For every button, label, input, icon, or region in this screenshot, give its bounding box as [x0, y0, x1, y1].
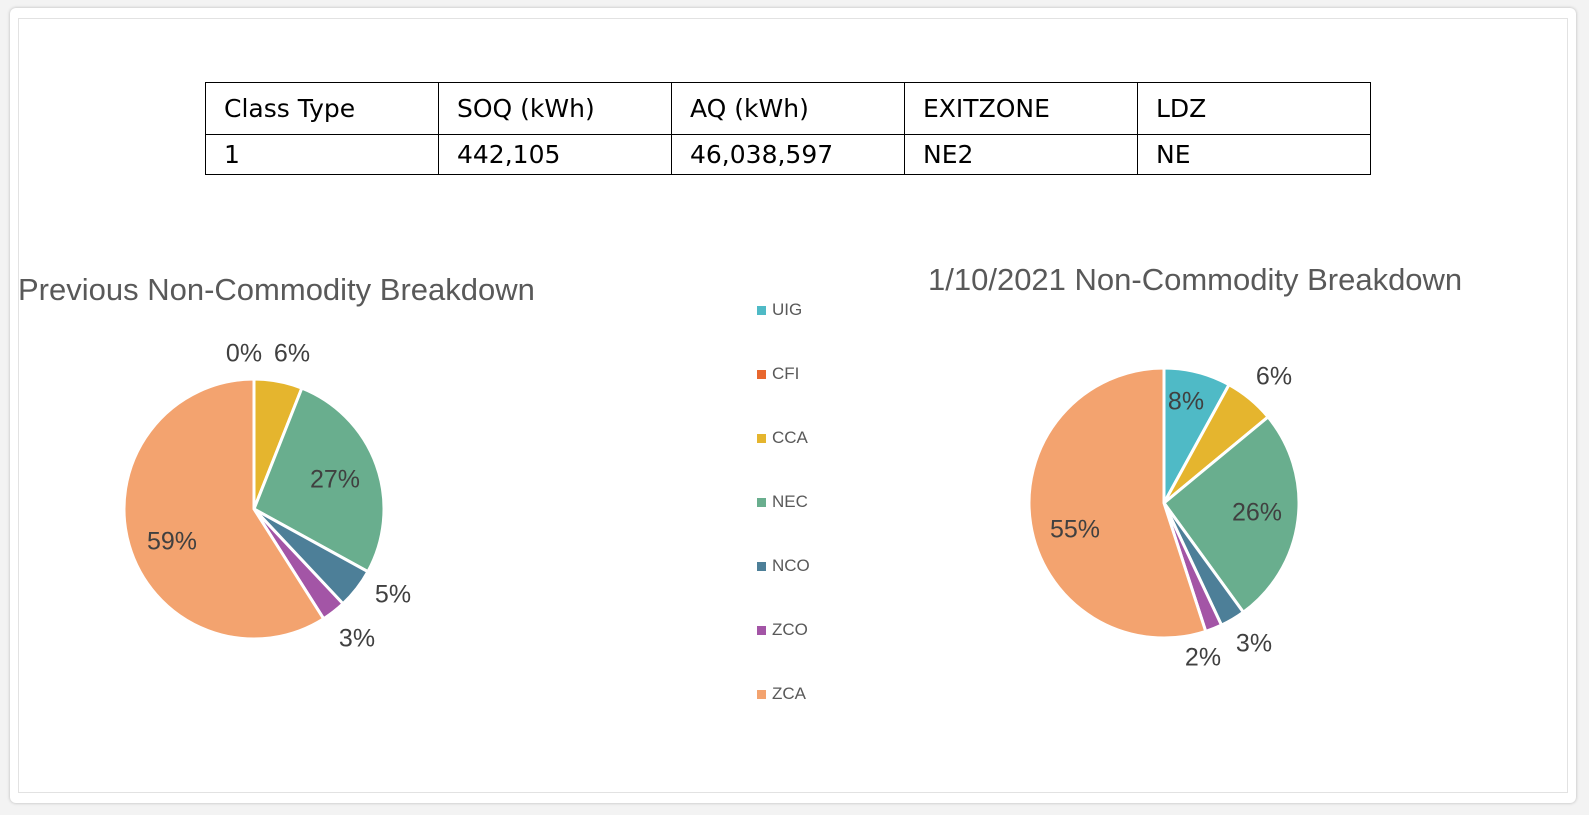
legend-item-cfi: CFI [757, 364, 799, 384]
cell-exitzone: NE2 [904, 134, 1138, 175]
legend-item-cca: CCA [757, 428, 808, 448]
legend-swatch [757, 433, 766, 443]
cell-class-type: 1 [205, 134, 439, 175]
legend-label: ZCO [772, 620, 808, 639]
data-label-nco: 5% [375, 581, 411, 609]
legend-swatch [757, 689, 766, 699]
data-label-nec: 27% [310, 466, 360, 494]
legend-label: CFI [772, 364, 800, 383]
data-label-zco: 3% [339, 625, 375, 653]
pie-1: 8% 6% 26% 3% 2% 55% [1027, 363, 1301, 672]
header-ldz: LDZ [1137, 82, 1371, 135]
legend-item-zca: ZCA [757, 684, 806, 704]
header-soq: SOQ (kWh) [438, 82, 672, 135]
legend-swatch [757, 369, 766, 379]
table-row: 1 442,105 46,038,597 NE2 NE [205, 134, 1371, 175]
pie-slice-nec [1161, 414, 1301, 615]
legend-swatch [757, 625, 766, 635]
legend-item-nco: NCO [757, 556, 810, 576]
pie-0: 0% 6% 27% 5%3% 59% [122, 340, 411, 653]
pie-slice-zca [122, 377, 326, 641]
legend-swatch [757, 305, 766, 315]
legend-label: NEC [772, 492, 808, 511]
legend-item-nec: NEC [757, 492, 808, 512]
cell-ldz: NE [1137, 134, 1371, 175]
data-label-nco: 3% [1236, 630, 1272, 658]
data-label-cca: 6% [1256, 363, 1292, 391]
header-class-type: Class Type [205, 82, 439, 135]
legend-item-zco: ZCO [757, 620, 808, 640]
current-chart-title: 1/10/2021 Non-Commodity Breakdown [928, 262, 1463, 297]
legend-label: NCO [772, 556, 810, 575]
data-label-cca: 6% [274, 340, 310, 368]
meter-info-table: Class Type SOQ (kWh) AQ (kWh) EXITZONE L… [205, 82, 1371, 175]
legend-label: ZCA [772, 684, 806, 703]
previous-chart-title: Previous Non-Commodity Breakdown [18, 272, 535, 307]
data-label-zca: 55% [1050, 516, 1100, 544]
data-label-zca: 59% [147, 528, 197, 556]
data-label-cfi: 0% [226, 340, 262, 368]
data-label-nec: 26% [1232, 499, 1282, 527]
pie-slice-zca [1027, 366, 1208, 640]
legend-label: UIG [772, 300, 803, 319]
legend-swatch [757, 497, 766, 507]
legend-label: CCA [772, 428, 808, 447]
data-label-zco: 2% [1185, 644, 1221, 672]
cell-aq: 46,038,597 [671, 134, 905, 175]
legend-swatch [757, 561, 766, 571]
data-label-uig: 8% [1168, 388, 1204, 416]
legend-item-uig: UIG [757, 300, 802, 320]
